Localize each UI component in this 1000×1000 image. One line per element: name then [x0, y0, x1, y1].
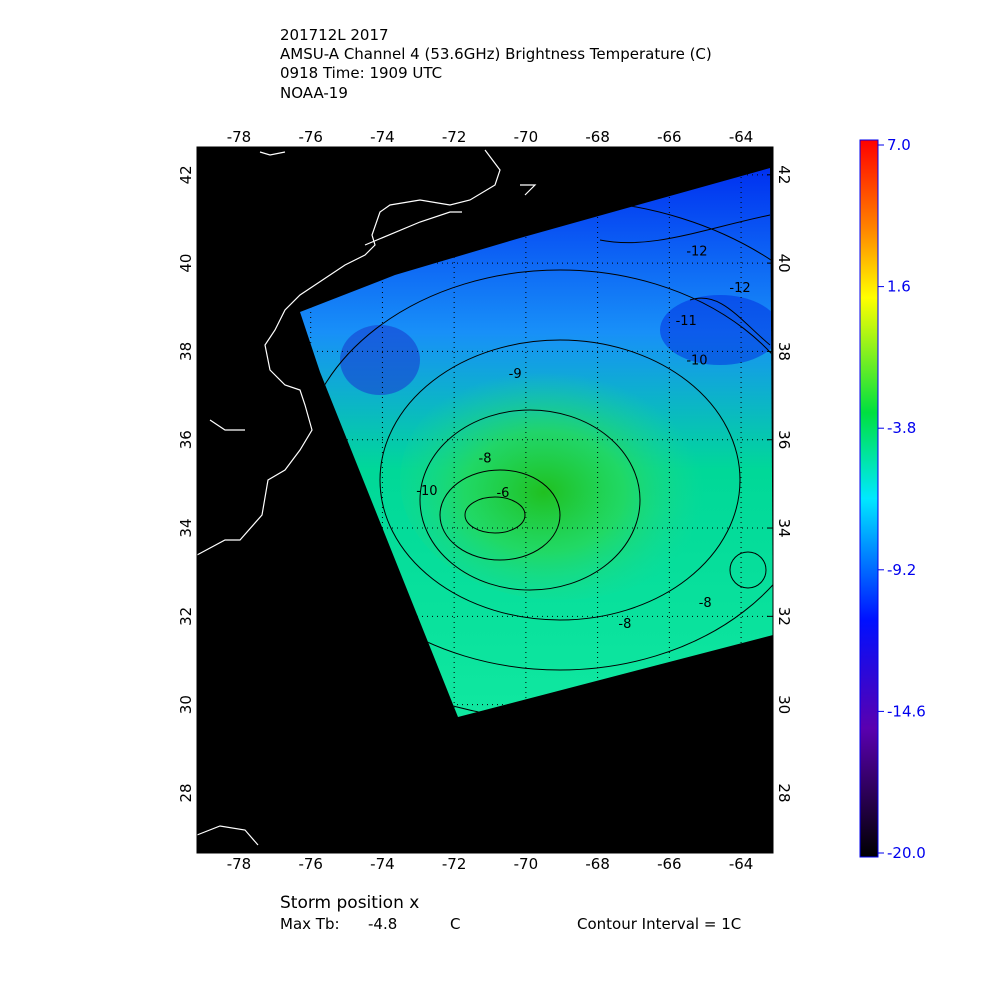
x-tick-label: -72	[442, 128, 467, 146]
y-tick-label: 34	[177, 518, 195, 537]
y-tick-label: 36	[177, 430, 195, 449]
contour-labels: -12 -12 -11 -10 -9 -8 -10 -6 -8 -8	[416, 245, 750, 632]
x-tick-label: -68	[585, 855, 610, 873]
x-tick-label: -66	[657, 128, 682, 146]
colorbar	[859, 139, 879, 858]
contour-label: -11	[676, 314, 697, 329]
x-tick-label: -70	[514, 128, 539, 146]
colorbar-label: 7.0	[887, 136, 911, 154]
contour-label: -9	[509, 367, 522, 382]
x-tick-label: -64	[729, 128, 754, 146]
x-tick-label: -76	[298, 128, 323, 146]
x-tick-label: -74	[370, 128, 395, 146]
x-tick-label: -64	[729, 855, 754, 873]
x-tick-label: -68	[585, 128, 610, 146]
title-line: AMSU-A Channel 4 (53.6GHz) Brightness Te…	[280, 45, 712, 63]
y-tick-label: 34	[775, 518, 793, 537]
y-tick-label: 36	[775, 430, 793, 449]
max-tb-label: Max Tb:	[280, 915, 340, 933]
coastline	[196, 149, 537, 846]
title-line: 201712L 2017	[280, 26, 389, 44]
contour-label: -12	[729, 281, 750, 296]
x-tick-label: -78	[227, 128, 252, 146]
x-tick-label: -70	[514, 855, 539, 873]
y-tick-label: 38	[177, 342, 195, 361]
contour-label: -12	[686, 245, 707, 260]
x-tick-label: -74	[370, 855, 395, 873]
y-tick-label: 28	[177, 783, 195, 802]
colorbar-label: -14.6	[887, 702, 926, 720]
x-tick-label: -72	[442, 855, 467, 873]
swath-field	[300, 199, 773, 717]
y-tick-label: 42	[775, 165, 793, 184]
contour-interval: Contour Interval = 1C	[577, 915, 741, 933]
y-tick-label: 38	[775, 342, 793, 361]
y-tick-label: 32	[177, 607, 195, 626]
footer: Storm position x Max Tb: -4.8 C Contour …	[280, 893, 741, 933]
x-tick-label: -76	[298, 855, 323, 873]
max-tb-unit: C	[450, 915, 460, 933]
y-tick-label: 28	[775, 783, 793, 802]
contour-label: -6	[496, 486, 509, 501]
header: 201712L 2017 AMSU-A Channel 4 (53.6GHz) …	[280, 26, 712, 102]
colorbar-ticks: 7.0 1.6 -3.8 -9.2 -14.6 -20.0	[878, 136, 926, 862]
y-tick-label: 30	[775, 695, 793, 714]
y-tick-label: 40	[775, 254, 793, 273]
max-tb-value: -4.8	[368, 915, 397, 933]
contour-label: -8	[618, 617, 631, 632]
colorbar-label: -9.2	[887, 561, 916, 579]
contour-label: -10	[686, 354, 707, 369]
y-tick-label: 40	[177, 254, 195, 273]
contour-label: -8	[479, 452, 492, 467]
title-line: NOAA-19	[280, 84, 348, 102]
contour-label: -10	[416, 484, 437, 499]
y-tick-label: 32	[775, 607, 793, 626]
contour-label: -8	[699, 596, 712, 611]
ticks: -78 -78 -76 -76 -74 -74 -72 -72 -70 -70 -68 -68 -66 -…	[177, 128, 793, 873]
colorbar-label: 1.6	[887, 278, 911, 296]
storm-position: Storm position x	[280, 893, 419, 913]
colorbar-label: -20.0	[887, 844, 926, 862]
x-tick-label: -78	[227, 855, 252, 873]
title-line: 0918 Time: 1909 UTC	[280, 64, 442, 82]
x-tick-label: -66	[657, 855, 682, 873]
y-tick-label: 42	[177, 165, 195, 184]
y-tick-label: 30	[177, 695, 195, 714]
colorbar-label: -3.8	[887, 419, 916, 437]
map-frame	[196, 146, 774, 854]
